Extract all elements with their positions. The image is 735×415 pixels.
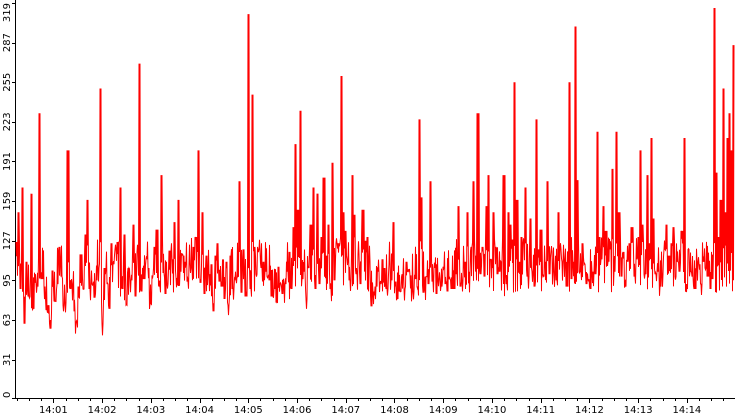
x-tick-label: 14:14 bbox=[672, 405, 701, 415]
x-axis: 14:01 14:02 14:03 14:04 14:05 14:06 14:07 14:08… bbox=[15, 398, 735, 415]
x-tick-label: 14:01 bbox=[39, 405, 68, 415]
y-tick-label: 255 bbox=[2, 73, 13, 92]
y-tick-label: 95 bbox=[2, 274, 13, 287]
x-tick-label: 14:12 bbox=[575, 405, 604, 415]
x-tick-label: 14:08 bbox=[380, 405, 409, 415]
x-tick-label: 14:04 bbox=[185, 405, 214, 415]
y-tick-label: 191 bbox=[2, 152, 13, 171]
x-tick-label: 14:05 bbox=[234, 405, 263, 415]
x-tick-label: 14:11 bbox=[526, 405, 555, 415]
x-tick-label: 14:10 bbox=[478, 405, 507, 415]
x-tick-label: 14:13 bbox=[624, 405, 653, 415]
series-line bbox=[15, 7, 735, 336]
x-tick-label: 14:07 bbox=[331, 405, 360, 415]
y-tick-label: 31 bbox=[2, 353, 13, 366]
plot-area bbox=[15, 7, 735, 336]
x-tick-label: 14:03 bbox=[136, 405, 165, 415]
y-axis: 0 31 63 95 127 159 191 223 255 287 319 bbox=[2, 0, 16, 399]
y-tick-label: 63 bbox=[2, 314, 13, 327]
x-tick-label: 14:02 bbox=[88, 405, 117, 415]
y-tick-label: 287 bbox=[2, 33, 13, 52]
y-tick-label: 0 bbox=[2, 392, 13, 398]
x-tick-label: 14:09 bbox=[429, 405, 458, 415]
x-tick-label: 14:06 bbox=[283, 405, 312, 415]
y-tick-label: 223 bbox=[2, 112, 13, 131]
y-tick-label: 159 bbox=[2, 192, 13, 211]
y-tick-label: 319 bbox=[2, 3, 13, 22]
y-tick-label: 127 bbox=[2, 231, 13, 250]
